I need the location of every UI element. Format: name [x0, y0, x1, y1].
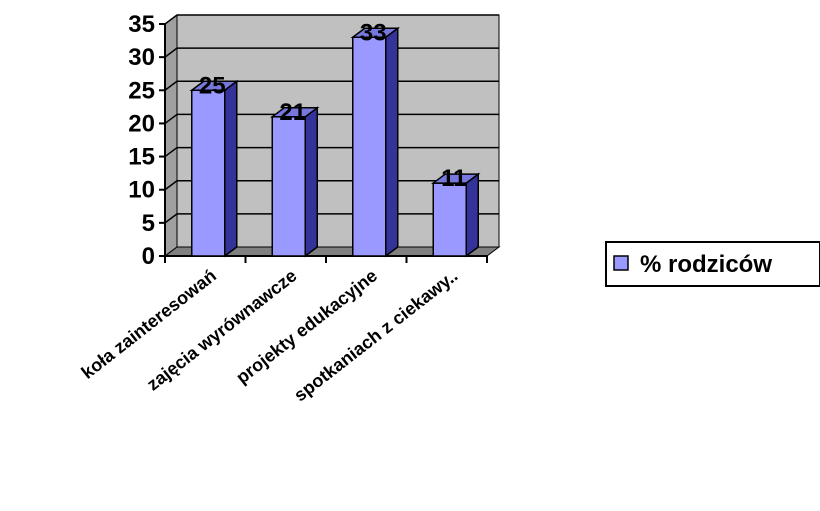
y-tick-label: 5 [142, 210, 155, 237]
bar-top [189, 80, 239, 92]
gridline-side [164, 113, 178, 125]
bar-top [431, 173, 481, 184]
bar-front [432, 182, 467, 257]
data-label: 25 [199, 72, 226, 99]
bar-front [352, 36, 387, 257]
bar [270, 106, 320, 258]
y-tick-label: 35 [128, 11, 155, 38]
bar [350, 26, 401, 258]
x-category-label: zajęcia wyrównawcze [143, 265, 300, 394]
bar-top [270, 107, 320, 118]
x-category-label: spotkaniach z ciekawy.. [290, 265, 461, 405]
legend: % rodziców [605, 241, 820, 287]
side-wall [164, 14, 178, 257]
data-label: 21 [279, 99, 306, 126]
data-label: 11 [441, 165, 466, 192]
bar [431, 172, 481, 258]
y-tick-label: 10 [128, 177, 155, 204]
bar-front [191, 89, 226, 257]
data-labels: 25 21 33 11 [199, 19, 467, 192]
bar [189, 79, 239, 258]
y-tick-label: 30 [128, 44, 155, 71]
gridline-side [164, 213, 178, 224]
bar-side [385, 26, 399, 258]
legend-swatch [613, 255, 629, 271]
bars [189, 26, 481, 258]
bar-side [465, 172, 479, 258]
gridline-side [164, 47, 178, 58]
y-tick-labels: 0 5 10 15 20 25 30 35 [128, 11, 155, 270]
gridline-side [164, 80, 178, 91]
y-tick-label: 25 [128, 77, 155, 104]
bar-side [224, 79, 238, 258]
data-label: 33 [360, 19, 387, 46]
bar-top [350, 27, 401, 39]
bar-side [304, 106, 318, 258]
x-category-label: projekty edukacyjne [232, 265, 381, 387]
y-tick-label: 0 [142, 243, 155, 270]
legend-box [605, 241, 820, 287]
bar-front [271, 116, 306, 257]
x-category-label: koła zainteresowań [78, 265, 220, 382]
gridline-side [164, 146, 178, 158]
y-tick-label: 20 [128, 110, 155, 137]
gridline-side [164, 180, 178, 191]
gridline-side [164, 14, 178, 25]
legend-label: % rodziców [640, 251, 772, 278]
y-tick-label: 15 [128, 144, 155, 171]
